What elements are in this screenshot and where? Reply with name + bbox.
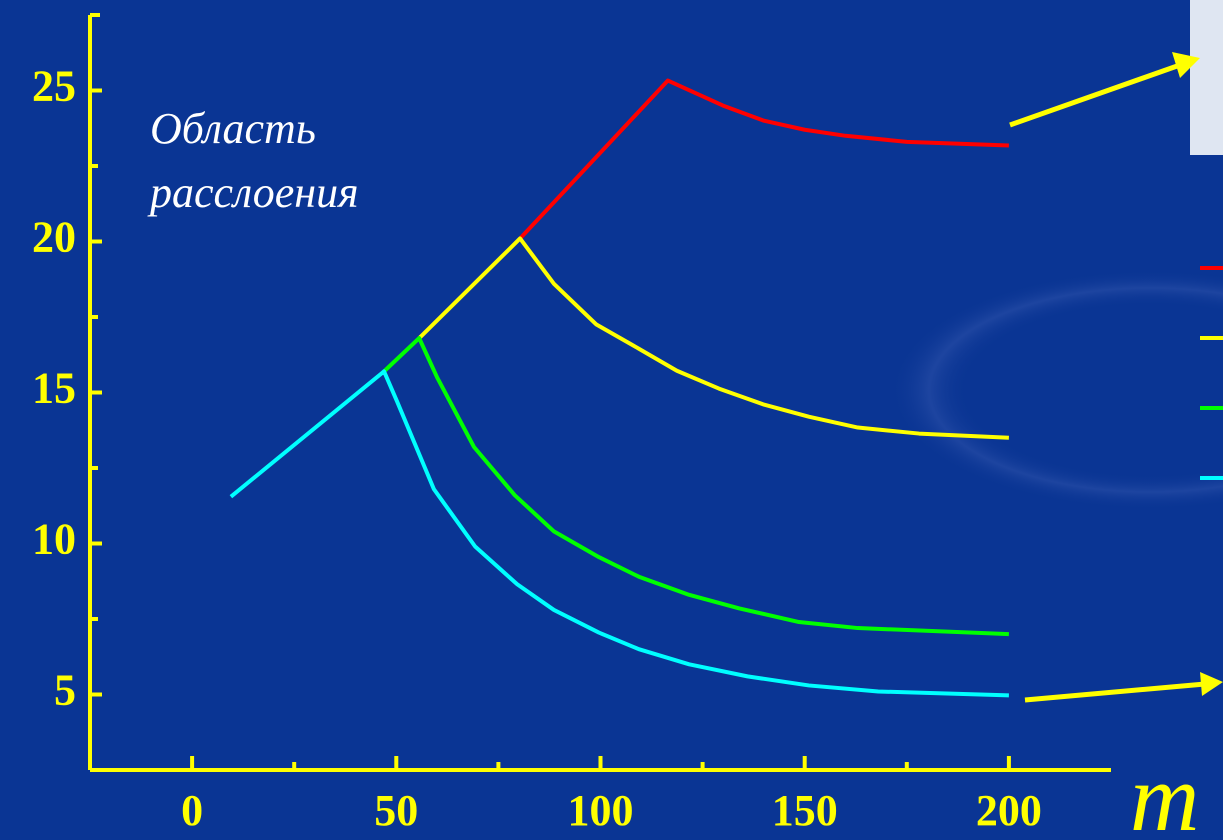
arrow: [1010, 65, 1180, 125]
x-tick-label: 200: [976, 786, 1042, 835]
x-tick-label: 50: [374, 786, 418, 835]
y-tick-label: 20: [32, 213, 76, 262]
series-line: [520, 81, 1009, 239]
y-tick-label: 15: [32, 364, 76, 413]
y-tick-label: 5: [54, 666, 76, 715]
inset-image: [1190, 0, 1223, 155]
x-tick-label: 0: [181, 786, 203, 835]
background-swirl: [890, 270, 1223, 510]
x-tick-label: 150: [772, 786, 838, 835]
x-tick-label: 100: [568, 786, 634, 835]
arrow: [1025, 684, 1205, 700]
annotation: Область: [150, 104, 316, 153]
y-tick-label: 10: [32, 515, 76, 564]
y-tick-label: 25: [32, 62, 76, 111]
chart: Область расслоения m 5 10 15 20 25 0 50 100 150 2…: [0, 0, 1223, 840]
arrow-head: [1200, 672, 1223, 696]
series-line: [231, 371, 1009, 695]
annotation: расслоения: [147, 168, 359, 217]
x-axis-label: m: [1130, 744, 1199, 840]
